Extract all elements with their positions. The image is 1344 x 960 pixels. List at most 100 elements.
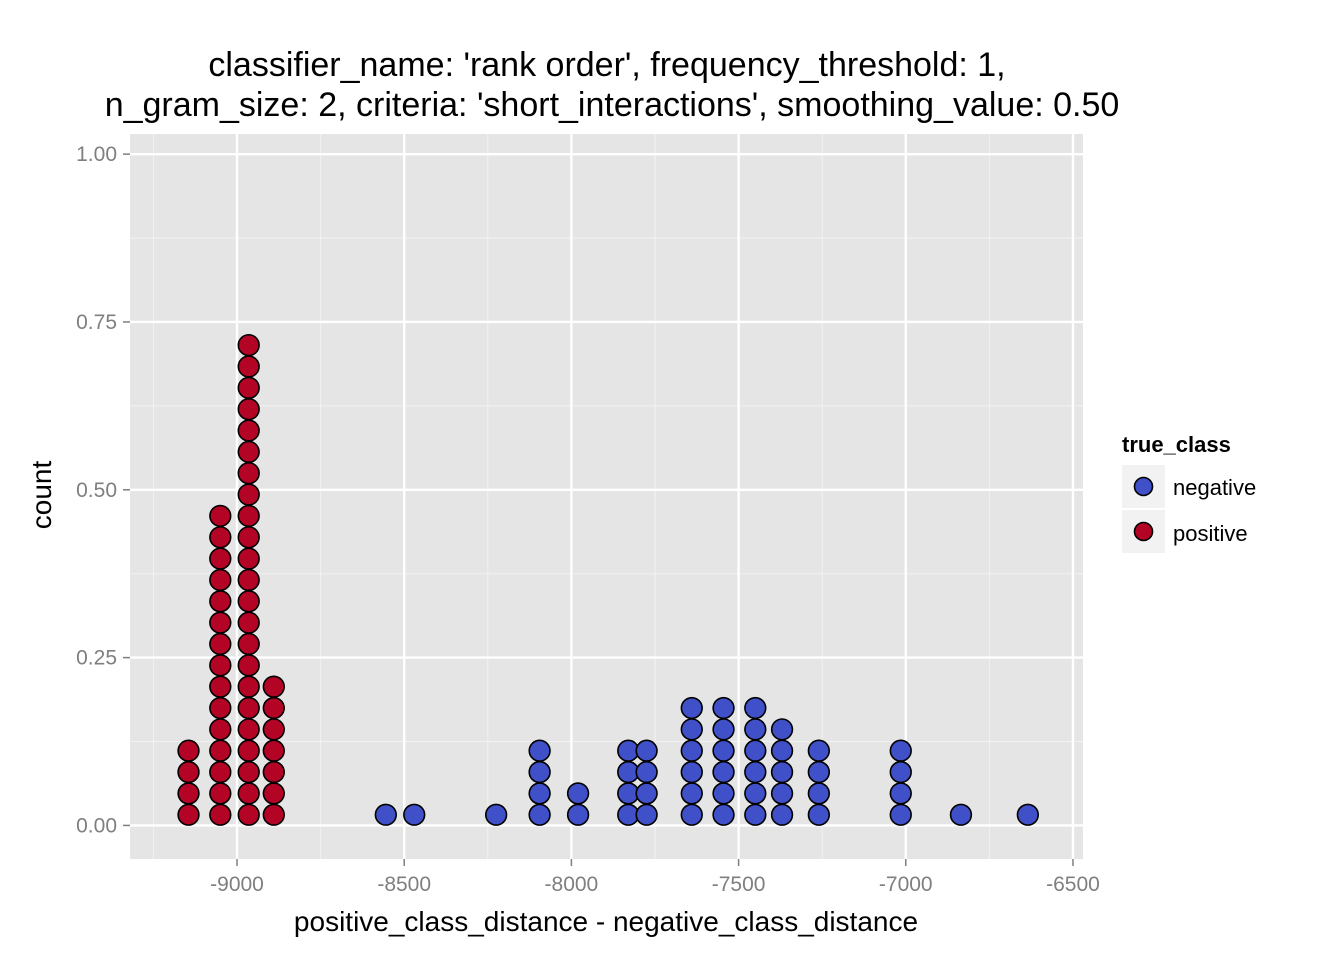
negative-dot xyxy=(744,803,767,826)
x-tick-label: -7000 xyxy=(879,873,933,896)
x-tick-label: -8000 xyxy=(545,873,599,896)
positive-dot xyxy=(262,739,285,762)
negative-dot xyxy=(403,803,426,826)
legend-dot-positive xyxy=(1133,521,1154,542)
legend-title: true_class xyxy=(1122,432,1231,457)
positive-dot xyxy=(237,504,260,528)
positive-dot xyxy=(237,739,260,762)
major-gridlines xyxy=(130,134,1083,859)
y-axis-title: count xyxy=(26,461,57,530)
negative-dot xyxy=(528,760,551,784)
positive-dot xyxy=(262,696,285,720)
negative-dot xyxy=(889,760,912,784)
y-tick-label: 0.25 xyxy=(76,647,117,670)
negative-dot xyxy=(712,739,735,762)
negative-dot xyxy=(770,718,794,741)
negative-dot xyxy=(889,782,912,805)
positive-dot xyxy=(209,696,232,720)
positive-dot xyxy=(262,718,285,741)
negative-dot xyxy=(744,782,767,805)
positive-dot xyxy=(237,590,260,613)
negative-dot xyxy=(712,803,735,826)
chart-title: classifier_name: 'rank order', frequency… xyxy=(105,46,1120,124)
negative-dot xyxy=(680,718,703,741)
positive-dot xyxy=(237,376,260,399)
negative-dot xyxy=(528,739,551,762)
negative-dot xyxy=(566,782,590,805)
positive-dot xyxy=(237,419,260,442)
positive-dot xyxy=(177,782,200,805)
legend-label-positive: positive xyxy=(1173,521,1248,546)
negative-dot xyxy=(712,760,735,784)
negative-dot xyxy=(770,739,794,762)
positive-dot xyxy=(237,760,260,784)
positive-dot xyxy=(237,568,260,592)
positive-dot xyxy=(209,526,232,549)
negative-dot xyxy=(949,803,973,826)
negative-dot xyxy=(374,803,397,826)
y-tick-label: 0.00 xyxy=(76,814,117,837)
chart-title-line-2: n_gram_size: 2, criteria: 'short_interac… xyxy=(105,86,1120,124)
legend-label-negative: negative xyxy=(1173,475,1256,500)
positive-dot xyxy=(209,547,232,570)
negative-dot xyxy=(770,782,794,805)
positive-dot xyxy=(237,696,260,720)
negative-dot xyxy=(807,760,831,784)
positive-dot xyxy=(209,675,232,698)
positive-dot xyxy=(237,654,260,677)
positive-dot xyxy=(209,611,232,634)
x-axis-title: positive_class_distance - negative_class… xyxy=(294,906,918,937)
negative-dot xyxy=(1016,803,1039,826)
minor-gridlines xyxy=(130,134,1083,859)
positive-dot xyxy=(177,760,200,784)
positive-dot xyxy=(237,333,260,357)
negative-dot xyxy=(889,739,912,762)
positive-dot xyxy=(237,355,260,378)
negative-dot xyxy=(566,803,590,826)
negative-dot xyxy=(528,782,551,805)
positive-dot xyxy=(262,782,285,805)
negative-dot xyxy=(635,782,658,805)
positive-dot xyxy=(209,632,232,656)
positive-dot xyxy=(237,675,260,698)
negative-dot xyxy=(680,739,703,762)
negative-dot xyxy=(680,782,703,805)
negative-dot xyxy=(744,760,767,784)
negative-dot xyxy=(528,803,551,826)
negative-dot xyxy=(889,803,912,826)
positive-dot xyxy=(209,718,232,741)
negative-dot xyxy=(635,760,658,784)
positive-dot xyxy=(262,675,285,698)
positive-dot xyxy=(237,547,260,570)
chart-title-line-1: classifier_name: 'rank order', frequency… xyxy=(208,46,1005,84)
positive-dot xyxy=(177,803,200,826)
x-tick-label: -9000 xyxy=(210,873,264,896)
positive-dot xyxy=(237,483,260,506)
negative-dot xyxy=(807,739,831,762)
positive-dot xyxy=(209,782,232,805)
positive-dot xyxy=(237,397,260,421)
negative-dot xyxy=(744,718,767,741)
negative-dot xyxy=(712,718,735,741)
negative-dot xyxy=(744,696,767,720)
negative-dot xyxy=(635,739,658,762)
negative-dot xyxy=(712,782,735,805)
negative-dot xyxy=(807,782,831,805)
negative-dot xyxy=(712,696,735,720)
positive-dot xyxy=(209,803,232,826)
negative-dot xyxy=(680,760,703,784)
dot-series xyxy=(177,333,1039,826)
positive-dot xyxy=(209,739,232,762)
positive-dot xyxy=(209,590,232,613)
positive-dot xyxy=(237,803,260,826)
negative-dot xyxy=(680,696,703,720)
y-tick-label: 1.00 xyxy=(76,143,117,166)
axes: -9000 -8500 -8000 -7500 -7000 -6500 0.00 0.25 0.… xyxy=(76,143,1100,896)
negative-dot xyxy=(635,803,658,826)
positive-dot xyxy=(237,462,260,485)
positive-dot xyxy=(262,760,285,784)
positive-dot xyxy=(177,739,200,762)
negative-dot xyxy=(484,803,508,826)
positive-dot xyxy=(237,526,260,549)
